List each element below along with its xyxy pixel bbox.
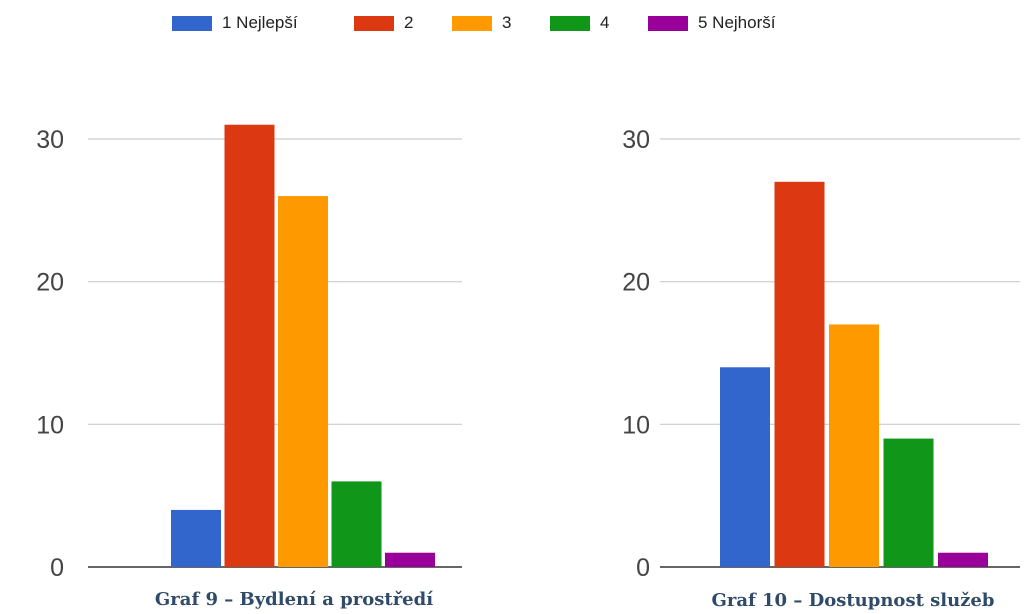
legend-label-4: 4 <box>600 13 610 32</box>
y-tick-label: 0 <box>50 554 64 582</box>
y-tick-label: 30 <box>622 126 650 154</box>
bar-2[interactable] <box>224 124 275 567</box>
chart-bydleni: 0 10 20 30 Graf 9 – Bydlení a prostředí <box>36 124 462 610</box>
legend-label-2: 2 <box>404 13 414 32</box>
legend-swatch-5 <box>648 16 688 31</box>
y-tick-label: 0 <box>636 554 650 582</box>
legend: 1 Nejlepší 2 3 4 5 Nejhorší <box>0 0 1036 44</box>
bar-5-nejhorší[interactable] <box>938 552 988 567</box>
chart-dostupnost: 0 10 20 30 Graf 10 – Dostupnost služeb <box>622 126 1020 611</box>
y-tick-label: 30 <box>36 126 64 154</box>
legend-label-1: 1 Nejlepší <box>222 13 298 32</box>
legend-swatch-3 <box>452 16 492 31</box>
y-tick-label: 20 <box>36 269 64 297</box>
legend-label-5: 5 Nejhorší <box>698 13 776 32</box>
bar-1-nejlepší[interactable] <box>720 367 770 567</box>
legend-swatch-2 <box>354 16 394 31</box>
legend-swatch-1 <box>172 16 212 31</box>
bar-5-nejhorší[interactable] <box>385 552 435 567</box>
bar-4[interactable] <box>883 438 934 567</box>
legend-swatch-4 <box>550 16 590 31</box>
chart-title-bydleni: Graf 9 – Bydlení a prostředí <box>155 589 433 610</box>
y-tick-label: 10 <box>622 411 650 439</box>
bar-1-nejlepší[interactable] <box>171 509 221 567</box>
bar-3[interactable] <box>829 324 879 567</box>
y-tick-label: 10 <box>36 411 64 439</box>
legend-label-3: 3 <box>502 13 512 32</box>
chart-title-dostupnost: Graf 10 – Dostupnost služeb <box>712 590 995 611</box>
bar-4[interactable] <box>331 481 382 567</box>
bar-3[interactable] <box>278 196 328 568</box>
y-tick-label: 20 <box>622 269 650 297</box>
bar-2[interactable] <box>774 181 825 568</box>
